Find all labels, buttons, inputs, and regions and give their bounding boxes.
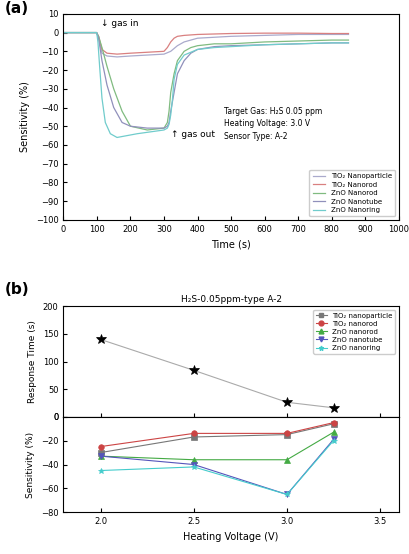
- Legend: TiO₂ Nanoparticle, TiO₂ Nanorod, ZnO Nanorod, ZnO Nanotube, ZnO Nanoring: TiO₂ Nanoparticle, TiO₂ Nanorod, ZnO Nan…: [309, 170, 396, 217]
- Text: (b): (b): [4, 282, 29, 297]
- Text: Target Gas: H₂S 0.05 ppm
Heating Voltage: 3.0 V
Sensor Type: A-2: Target Gas: H₂S 0.05 ppm Heating Voltage…: [225, 106, 323, 141]
- X-axis label: Heating Voltage (V): Heating Voltage (V): [183, 532, 279, 542]
- Text: (a): (a): [4, 2, 29, 17]
- X-axis label: Time (s): Time (s): [211, 239, 251, 249]
- Y-axis label: Sensitivity (%): Sensitivity (%): [26, 432, 35, 497]
- Y-axis label: Sensitivity (%): Sensitivity (%): [20, 81, 30, 152]
- Text: ↑ gas out: ↑ gas out: [171, 130, 216, 140]
- Title: H₂S-0.05ppm-type A-2: H₂S-0.05ppm-type A-2: [181, 295, 281, 304]
- Legend: TiO₂ nanoparticle, TiO₂ nanorod, ZnO nanorod, ZnO nanotube, ZnO nanoring: TiO₂ nanoparticle, TiO₂ nanorod, ZnO nan…: [313, 310, 396, 354]
- Y-axis label: Response Time (s): Response Time (s): [28, 320, 37, 403]
- Text: ↓ gas in: ↓ gas in: [101, 19, 139, 28]
